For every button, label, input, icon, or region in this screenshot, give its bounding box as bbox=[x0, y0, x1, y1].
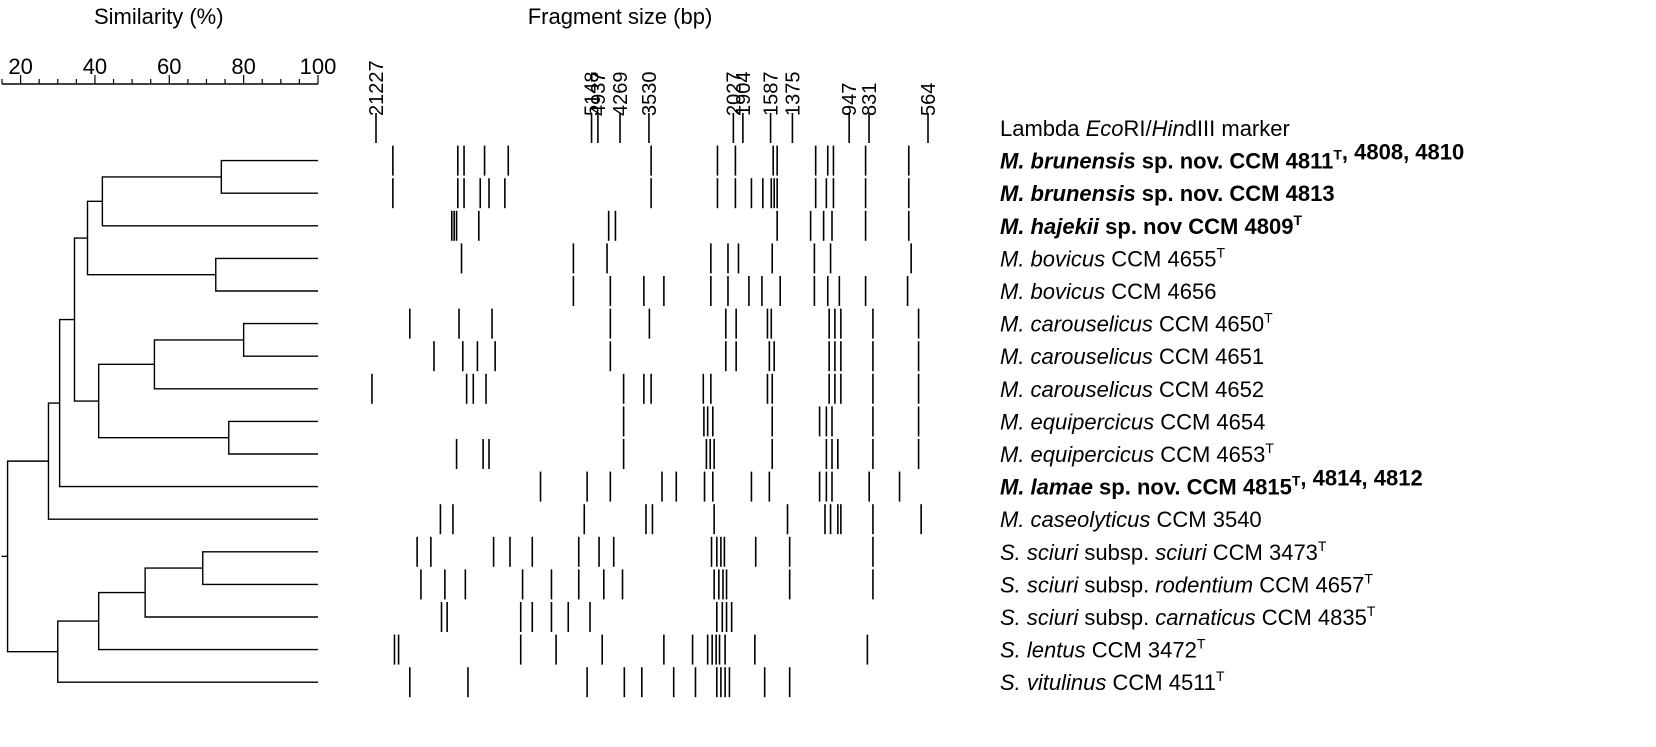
dendrogram-branch bbox=[144, 567, 318, 618]
dendrogram-branch bbox=[57, 620, 318, 683]
dendrogram-branch bbox=[215, 257, 318, 292]
strain-label: S. sciuri subsp. sciuri CCM 3473T bbox=[1000, 538, 1327, 565]
fragment-size-label: 947 bbox=[839, 83, 861, 116]
strain-label: M. brunensis sp. nov. CCM 4811T, 4808, 4… bbox=[1000, 140, 1464, 174]
dendrogram bbox=[1, 159, 318, 683]
dendrogram-branch bbox=[153, 339, 318, 390]
strain-label: M. carouselicus CCM 4652 bbox=[1000, 377, 1264, 402]
fragment-size-label: 1904 bbox=[733, 72, 755, 117]
dendrogram-branch bbox=[47, 402, 318, 520]
fragment-size-label: 831 bbox=[859, 83, 881, 116]
fragment-size-label: 3530 bbox=[639, 72, 661, 117]
dendrogram-branch bbox=[97, 591, 318, 651]
strain-label: M. carouselicus CCM 4650T bbox=[1000, 310, 1273, 337]
dendrogram-branch bbox=[6, 460, 58, 653]
strain-label: M. equipercicus CCM 4654 bbox=[1000, 409, 1265, 434]
strain-label: M. bovicus CCM 4656 bbox=[1000, 279, 1216, 304]
fragment-size-label: 21227 bbox=[366, 60, 388, 116]
strain-label: S. lentus CCM 3472T bbox=[1000, 636, 1206, 663]
marker-label: Lambda EcoRI/HindIII marker bbox=[1000, 116, 1290, 141]
similarity-tick-label: 80 bbox=[231, 54, 255, 79]
fragment-size-label: 1587 bbox=[761, 72, 783, 117]
similarity-tick-label: 20 bbox=[8, 54, 32, 79]
fragment-size-label: 4937 bbox=[588, 72, 610, 117]
strain-label: S. vitulinus CCM 4511T bbox=[1000, 668, 1225, 695]
strain-label: M. bovicus CCM 4655T bbox=[1000, 244, 1225, 271]
dendrogram-branch bbox=[73, 237, 99, 402]
strain-label: M. brunensis sp. nov. CCM 4813 bbox=[1000, 181, 1335, 206]
strain-label: S. sciuri subsp. rodentium CCM 4657T bbox=[1000, 570, 1373, 597]
fragment-axis-title: Fragment size (bp) bbox=[528, 4, 713, 29]
dendrogram-branch bbox=[228, 420, 318, 455]
dendrogram-branch bbox=[97, 363, 229, 439]
strain-label: M. lamae sp. nov. CCM 4815T, 4814, 4812 bbox=[1000, 466, 1423, 500]
similarity-tick-label: 60 bbox=[157, 54, 181, 79]
strain-label: M. hajekii sp. nov CCM 4809T bbox=[1000, 212, 1302, 239]
dendrogram-branch bbox=[101, 176, 318, 227]
similarity-tick-label: 40 bbox=[83, 54, 107, 79]
dendrogram-branch bbox=[202, 551, 318, 586]
fragment-size-label: 4269 bbox=[610, 72, 632, 117]
similarity-tick-label: 100 bbox=[300, 54, 337, 79]
similarity-axis-title: Similarity (%) bbox=[94, 4, 224, 29]
fragment-size-label: 564 bbox=[918, 83, 940, 116]
band-lanes bbox=[371, 113, 929, 698]
strain-label: M. caseolyticus CCM 3540 bbox=[1000, 507, 1262, 532]
similarity-axis: 20 40 60 80 100 bbox=[1, 54, 337, 85]
strain-label: S. sciuri subsp. carnaticus CCM 4835T bbox=[1000, 603, 1376, 630]
fragment-size-label: 1375 bbox=[782, 72, 804, 117]
dendrogram-branch bbox=[220, 159, 318, 194]
dendrogram-branch bbox=[242, 322, 318, 357]
fragment-size-label: 2027 bbox=[723, 72, 745, 117]
strain-label: M. carouselicus CCM 4651 bbox=[1000, 344, 1264, 369]
dendrogram-branch bbox=[86, 200, 216, 276]
strain-label: M. equipercicus CCM 4653T bbox=[1000, 440, 1274, 467]
fragment-size-label: 5148 bbox=[582, 72, 604, 117]
